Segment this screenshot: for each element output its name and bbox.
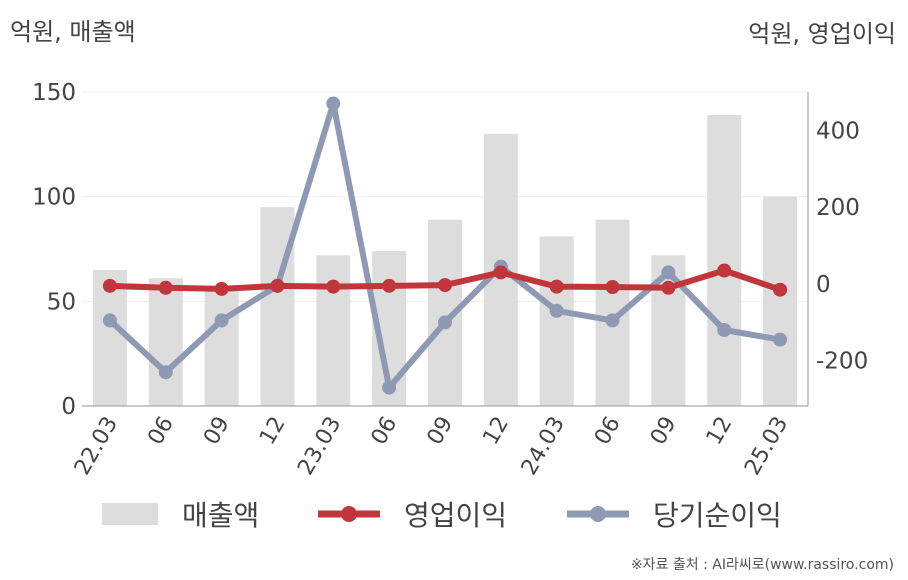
x-tick-label: 12 xyxy=(702,413,738,450)
x-tick-label: 24.03 xyxy=(517,413,570,480)
data-point xyxy=(326,279,341,294)
source-credit: ※자료 출처 : AI라씨로(www.rassiro.com) xyxy=(630,557,894,573)
y-left-tick-label: 100 xyxy=(32,185,76,211)
x-tick-label: 25.03 xyxy=(740,413,793,480)
data-point xyxy=(493,265,508,280)
data-point xyxy=(382,278,397,293)
data-point xyxy=(158,365,173,380)
bar xyxy=(707,115,742,406)
left-axis-unit: 억원, 매출액 xyxy=(10,18,136,46)
data-point xyxy=(438,278,452,293)
data-point xyxy=(605,280,620,295)
y-left-tick-label: 150 xyxy=(32,80,76,106)
data-point xyxy=(549,279,564,294)
x-tick-label: 06 xyxy=(367,413,403,450)
x-tick-label: 09 xyxy=(646,413,682,450)
data-point xyxy=(438,315,452,330)
y-right-tick-label: 200 xyxy=(816,195,860,221)
data-point xyxy=(605,313,620,328)
x-tick-label: 09 xyxy=(423,413,459,450)
data-point xyxy=(102,278,117,293)
data-point xyxy=(382,380,397,395)
data-point xyxy=(158,280,173,295)
y-right-tick-label: 0 xyxy=(816,272,831,298)
data-point xyxy=(773,282,788,297)
data-point xyxy=(717,322,732,337)
y-right-tick-label: 400 xyxy=(816,118,860,144)
data-point xyxy=(102,313,117,328)
data-point xyxy=(214,313,229,328)
bar xyxy=(148,278,183,406)
data-point xyxy=(661,265,676,280)
bar xyxy=(316,255,351,406)
x-tick-label: 12 xyxy=(255,413,291,450)
x-tick-label: 09 xyxy=(199,413,235,450)
bar xyxy=(539,236,574,406)
x-tick-label: 06 xyxy=(143,413,179,450)
y-left-tick-label: 0 xyxy=(61,394,76,420)
data-point xyxy=(661,280,676,295)
legend-swatch-bar xyxy=(102,503,158,525)
legend-swatch-marker xyxy=(590,506,606,522)
data-point xyxy=(549,303,564,318)
legend-label: 매출액 xyxy=(182,499,259,532)
data-point xyxy=(773,332,788,347)
data-point xyxy=(214,281,229,296)
bar xyxy=(204,286,239,406)
x-tick-label: 23.03 xyxy=(293,413,346,480)
x-tick-label: 12 xyxy=(478,413,514,450)
data-point xyxy=(717,263,732,278)
y-left-tick-label: 50 xyxy=(47,289,76,315)
x-tick-label: 06 xyxy=(590,413,626,450)
legend-label: 당기순이익 xyxy=(653,499,782,532)
data-point xyxy=(326,96,341,111)
legend-swatch-marker xyxy=(341,506,357,522)
right-axis-unit: 억원, 영업이익 xyxy=(748,20,896,48)
y-right-tick-label: -200 xyxy=(816,349,868,375)
bar xyxy=(763,196,798,406)
legend-label: 영업이익 xyxy=(404,499,507,532)
x-tick-label: 22.03 xyxy=(70,413,123,480)
data-point xyxy=(270,278,285,293)
